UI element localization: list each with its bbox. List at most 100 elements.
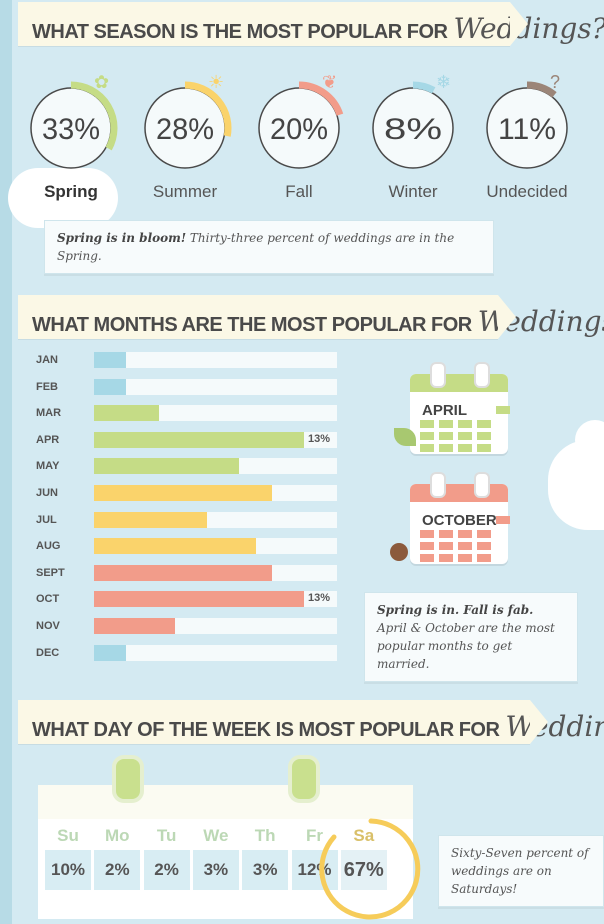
leaf-icon <box>394 428 416 446</box>
season-winter: 8% ❄ Winter <box>358 72 468 202</box>
month-bar <box>94 618 175 634</box>
day-sa: Sa 67% <box>340 826 387 890</box>
day-pct: 2% <box>143 850 190 890</box>
calendar-cell <box>477 432 491 440</box>
day-pct: 2% <box>94 850 141 890</box>
months-banner: WHAT MONTHS ARE THE MOST POPULAR FOR Wedd… <box>18 295 604 339</box>
leaf-icon: ❦ <box>322 72 338 92</box>
month-label: JUL <box>36 513 57 526</box>
month-track <box>94 378 337 395</box>
month-label: NOV <box>36 620 60 632</box>
cloud-right-2 <box>575 420 604 460</box>
day-pct: 3% <box>192 850 239 890</box>
season-donut: 20% <box>258 81 344 169</box>
calendar-cell <box>496 406 510 414</box>
flower-icon: ✿ <box>94 72 110 92</box>
months-note: Spring is in. Fall is fab. April & Octob… <box>364 592 578 682</box>
calendar-cell <box>439 554 453 562</box>
calendar-cell <box>439 432 453 440</box>
calendar-cell <box>458 432 472 440</box>
month-bar <box>94 485 272 501</box>
left-edge-bar <box>0 0 12 924</box>
month-label: DEC <box>36 646 60 659</box>
month-label: OCT <box>36 593 60 606</box>
week-calendar-header <box>38 785 413 819</box>
april-calendar: APRIL <box>410 362 510 454</box>
calendar-cell <box>496 516 510 524</box>
month-label: AUG <box>36 540 61 553</box>
month-label: MAY <box>36 460 60 473</box>
calendar-cell <box>477 530 491 538</box>
calendar-cell <box>439 444 453 452</box>
day-name: Th <box>254 826 276 845</box>
month-bar <box>94 538 256 555</box>
day-banner: WHAT DAY OF THE WEEK IS MOST POPULAR FOR… <box>18 700 604 744</box>
donut-arc-undecided <box>526 81 557 98</box>
day-name: Sa <box>353 826 375 845</box>
saturday-highlight-circle <box>319 818 421 920</box>
month-track <box>94 352 337 368</box>
day-mo: Mo 2% <box>94 826 141 890</box>
season-pct-label: 20% <box>270 113 328 146</box>
calendar-cell <box>439 542 453 550</box>
day-su: Su 10% <box>45 826 91 890</box>
day-name: Su <box>57 826 79 845</box>
season-label: Undecided <box>486 182 568 201</box>
season-spring: 33% ✿ Spring <box>16 72 126 202</box>
month-bar <box>94 458 240 475</box>
calendar-cell <box>420 542 434 550</box>
month-label: MAR <box>36 407 62 420</box>
cloud-left-1 <box>8 168 118 228</box>
season-banner: WHAT SEASON IS THE MOST POPULAR FOR Weddi… <box>18 2 604 46</box>
season-donut: 33% <box>30 81 118 169</box>
october-calendar: OCTOBER <box>410 472 510 564</box>
season-donut: 28% <box>144 81 232 169</box>
calendar-cell <box>458 530 472 538</box>
calendar-cell <box>477 420 491 428</box>
season-label: Summer <box>152 182 218 201</box>
season-label: Fall <box>285 182 313 201</box>
donut-arc-spring <box>70 81 118 151</box>
calendar-cell <box>458 554 472 562</box>
day-note: Sixty-Seven percent of weddings are on S… <box>438 835 604 907</box>
month-bar <box>94 378 127 395</box>
month-track <box>94 644 337 661</box>
calendar-cell <box>439 420 453 428</box>
calendar-cell <box>420 444 434 452</box>
month-label: FEB <box>36 380 58 393</box>
month-data-label: 13% <box>308 592 331 605</box>
sun-icon: ☀ <box>208 72 225 92</box>
month-label: JUN <box>36 487 59 499</box>
day-name: Fr <box>306 826 323 845</box>
donut-arc-winter <box>412 81 436 94</box>
month-bar <box>94 405 159 422</box>
season-label: Spring <box>44 182 98 201</box>
month-bar <box>94 644 127 661</box>
month-bar <box>94 591 304 608</box>
day-pct: 10% <box>45 850 91 890</box>
month-data-label: 13% <box>308 432 331 445</box>
day-pct: 67% <box>340 850 387 890</box>
october-label: OCTOBER <box>422 512 497 529</box>
donut-arc-summer <box>184 81 232 137</box>
month-bar <box>94 431 304 448</box>
month-label: SEPT <box>36 566 65 579</box>
season-undecided: 11%? Undecided <box>472 72 582 202</box>
season-pct-label: 28% <box>156 113 214 146</box>
season-summer: 28% ☀ Summer <box>130 72 240 202</box>
snowflake-icon: ❄ <box>436 72 452 92</box>
month-bar <box>94 511 208 528</box>
season-donut: 8% <box>372 81 454 169</box>
acorn-icon <box>390 543 408 561</box>
calendar-cell <box>458 444 472 452</box>
calendar-cell <box>420 432 434 440</box>
calendar-cell <box>420 420 434 428</box>
day-th: Th 3% <box>242 826 289 890</box>
month-bar <box>94 352 127 368</box>
day-tu: Tu 2% <box>143 826 190 890</box>
calendar-cell <box>477 542 491 550</box>
season-donut: 11% <box>486 81 568 169</box>
season-note: Spring is in bloom! Thirty-three percent… <box>44 220 494 274</box>
day-pct: 3% <box>242 850 289 890</box>
calendar-tab-left <box>112 755 144 803</box>
